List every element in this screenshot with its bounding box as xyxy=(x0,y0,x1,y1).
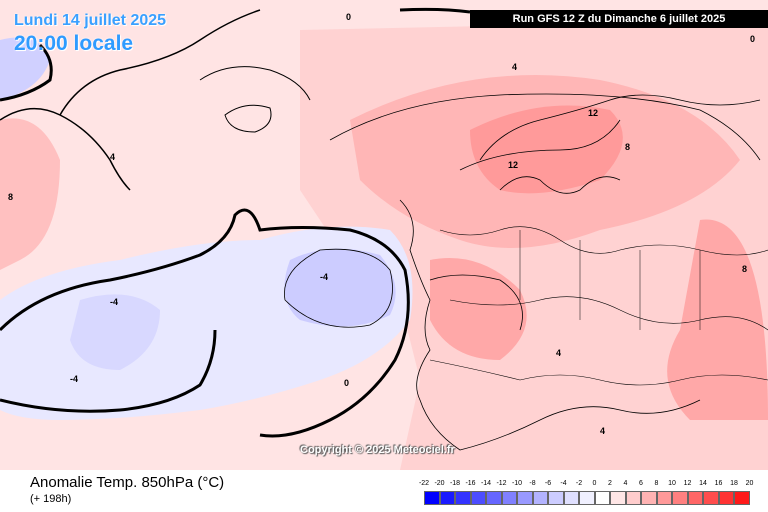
legend-tick-label: 18 xyxy=(730,480,738,487)
legend-tick-label: -16 xyxy=(465,480,476,487)
contour-label: 4 xyxy=(556,348,561,358)
contour-label: 0 xyxy=(346,12,351,22)
forecast-time: 20:00 locale xyxy=(14,32,134,55)
legend-color-cell xyxy=(470,491,486,505)
legend-tick-label: 14 xyxy=(699,480,707,487)
legend-color-cell xyxy=(625,491,641,505)
legend-color-cell xyxy=(656,491,672,505)
variable-label: Anomalie Temp. 850hPa (°C) xyxy=(30,474,225,491)
contour-label: 12 xyxy=(588,108,598,118)
legend-color-cell xyxy=(563,491,579,505)
legend-color-cell xyxy=(610,491,626,505)
legend-tick-label: 2 xyxy=(608,480,612,487)
legend-color-cell xyxy=(687,491,703,505)
legend-color-cell xyxy=(641,491,657,505)
legend-tick-label: -10 xyxy=(511,480,523,487)
legend-color-cell xyxy=(579,491,595,505)
legend-tick-label: -14 xyxy=(480,480,492,487)
legend-color-cell xyxy=(672,491,688,505)
lead-time-label: (+ 198h) xyxy=(30,493,72,505)
legend-tick-label: 20 xyxy=(745,480,754,487)
legend-tick-label: 8 xyxy=(654,480,659,487)
contour-label: 8 xyxy=(8,192,13,202)
contour-label: 8 xyxy=(625,142,630,152)
legend-tick-label: -20 xyxy=(434,480,445,487)
legend-color-cell xyxy=(703,491,719,505)
contour-label: 12 xyxy=(508,160,518,170)
legend-color-cell xyxy=(532,491,548,505)
legend-tick-label: 6 xyxy=(639,480,643,487)
legend-tick-label: -4 xyxy=(560,480,567,487)
legend-tick-label: -22 xyxy=(418,480,430,487)
legend-tick-label: -18 xyxy=(449,480,461,487)
legend-tick-label: -6 xyxy=(544,480,552,487)
legend-color-cell xyxy=(594,491,610,505)
legend-color-cell xyxy=(424,491,440,505)
legend-color-cell xyxy=(486,491,502,505)
legend-tick-label: -2 xyxy=(575,480,583,487)
contour-label: -4 xyxy=(110,297,118,307)
legend-tick-label: 12 xyxy=(683,480,692,487)
legend-tick-label: 4 xyxy=(623,480,628,487)
anomaly-map: 0 4 -4 8 12 0 4 -4 8 12 -4 4 0 8 4 xyxy=(0,0,768,470)
legend-tick-label: -8 xyxy=(529,480,536,487)
legend-color-cell xyxy=(718,491,734,505)
run-info: Run GFS 12 Z du Dimanche 6 juillet 2025 xyxy=(470,10,768,28)
copyright: Copyright © 2025 Meteociel.fr xyxy=(300,444,455,456)
legend-color-cell xyxy=(455,491,471,505)
legend-color-cell xyxy=(548,491,564,505)
color-legend: -22 -20 -18 -16 -14 -12 -10 -8 -6 -4 -2 0 2 4 6 8 10 12 14… xyxy=(418,480,753,510)
legend-tick-label: -12 xyxy=(496,480,507,487)
legend-color-cell xyxy=(439,491,455,505)
contour-label: -4 xyxy=(320,272,328,282)
contour-label: 0 xyxy=(750,34,755,44)
legend-tick-label: 0 xyxy=(592,480,597,487)
legend-tick-label: 10 xyxy=(668,480,676,487)
forecast-date: Lundi 14 juillet 2025 xyxy=(14,12,167,29)
legend-color-cell xyxy=(734,491,750,505)
contour-label: 4 xyxy=(110,152,115,162)
contour-label: 4 xyxy=(600,426,605,436)
legend-color-cell xyxy=(517,491,533,505)
legend-tick-label: 16 xyxy=(714,480,723,487)
contour-label: 4 xyxy=(512,62,517,72)
contour-label: -4 xyxy=(70,374,78,384)
legend-color-cell xyxy=(501,491,517,505)
contour-label: 8 xyxy=(742,264,747,274)
contour-label: 0 xyxy=(344,378,349,388)
